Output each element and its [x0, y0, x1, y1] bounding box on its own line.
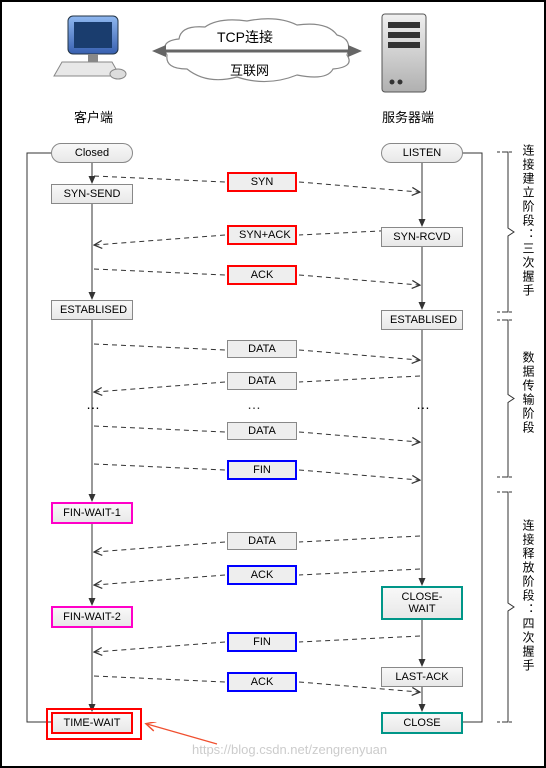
phase-label: 数据传输阶段	[520, 351, 537, 435]
msg-data: DATA	[227, 372, 297, 390]
phase-label: 连接建立阶段：三次握手	[520, 144, 537, 298]
highlight-wrap	[46, 708, 142, 740]
msg-data: DATA	[227, 422, 297, 440]
msg-fin: FIN	[227, 460, 297, 480]
msg-syn-ack: SYN+ACK	[227, 225, 297, 245]
msg-ack: ACK	[227, 672, 297, 692]
phase-label: 连接释放阶段：四次握手	[520, 519, 537, 673]
state-last-ack: LAST-ACK	[381, 667, 463, 687]
msg-ack: ACK	[227, 265, 297, 285]
state-listen: LISTEN	[381, 143, 463, 163]
state-fin-wait-1: FIN-WAIT-1	[51, 502, 133, 524]
state-closed: Closed	[51, 143, 133, 163]
msg-ack: ACK	[227, 565, 297, 585]
watermark: https://blog.csdn.net/zengrenyuan	[192, 742, 387, 757]
ellipsis: …	[247, 396, 261, 412]
ellipsis: …	[416, 396, 430, 412]
state-syn-send: SYN-SEND	[51, 184, 133, 204]
state-close: CLOSE	[381, 712, 463, 734]
msg-fin: FIN	[227, 632, 297, 652]
state-close-wait: CLOSE-WAIT	[381, 586, 463, 620]
state-syn-rcvd: SYN-RCVD	[381, 227, 463, 247]
tcp-diagram: TCP连接 互联网 客户端 服务器端 ClosedSYN-SENDESTABLI…	[0, 0, 546, 768]
state-fin-wait-2: FIN-WAIT-2	[51, 606, 133, 628]
msg-syn: SYN	[227, 172, 297, 192]
state-establised: ESTABLISED	[51, 300, 133, 320]
ellipsis: …	[86, 396, 100, 412]
msg-data: DATA	[227, 340, 297, 358]
msg-data: DATA	[227, 532, 297, 550]
state-establised: ESTABLISED	[381, 310, 463, 330]
